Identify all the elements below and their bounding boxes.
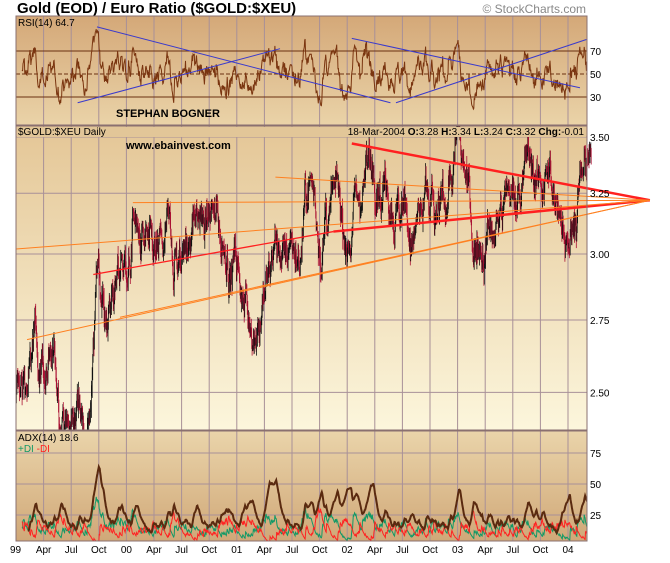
x-tick-label: 99 <box>10 545 22 556</box>
x-tick-label: Apr <box>477 545 493 556</box>
x-tick-label: Jul <box>65 545 78 556</box>
price-tick-label: 2.75 <box>590 316 610 327</box>
adx-tick-label: 50 <box>590 480 602 491</box>
price-trendline <box>333 199 651 233</box>
x-tick-label: 03 <box>452 545 464 556</box>
adx-tick-label: 25 <box>590 511 602 522</box>
x-axis-ticks: 99 Apr Jul Oct 00 Apr Jul Oct 01 Apr Jul Oct 02 Apr Ju… <box>10 545 574 556</box>
x-tick-label: Apr <box>367 545 383 556</box>
x-tick-label: 01 <box>231 545 243 556</box>
x-tick-label: Oct <box>91 545 107 556</box>
adx-tick-label: 75 <box>590 449 602 460</box>
adx-label: ADX(14) 18.6 <box>18 433 79 444</box>
rsi-trendline <box>96 26 391 104</box>
price-trendline <box>119 199 650 318</box>
price-tick-label: 3.50 <box>590 133 610 144</box>
price-label: $GOLD:$XEU Daily <box>18 127 106 138</box>
adx-plot <box>21 463 587 541</box>
x-tick-label: Oct <box>533 545 549 556</box>
rsi-line <box>21 29 587 111</box>
price-border <box>15 125 588 431</box>
copyright-link[interactable]: © StockCharts.com <box>482 2 586 16</box>
chart-title: Gold (EOD) / Euro Ratio ($GOLD:$XEU) <box>17 0 296 17</box>
x-tick-label: Jul <box>286 545 299 556</box>
x-tick-label: Jul <box>396 545 409 556</box>
rsi-trendline <box>351 37 581 89</box>
x-tick-label: Jul <box>506 545 519 556</box>
rsi-plot <box>16 26 587 111</box>
rsi-tick-label: 50 <box>590 70 602 81</box>
ohlc-readout: 18-Mar-2004 O:3.28 H:3.34 L:3.24 C:3.32 … <box>348 127 585 138</box>
x-tick-label: Apr <box>257 545 273 556</box>
price-tick-label: 3.00 <box>590 250 610 261</box>
rsi-trendline <box>395 39 587 104</box>
x-tick-label: Oct <box>201 545 217 556</box>
x-tick-label: Oct <box>422 545 438 556</box>
x-tick-label: Oct <box>312 545 328 556</box>
x-tick-label: Apr <box>146 545 162 556</box>
rsi-tick-label: 30 <box>590 93 602 104</box>
rsi-tick-label: 70 <box>590 47 602 58</box>
website-annotation[interactable]: www.ebainvest.com <box>125 140 231 152</box>
price-tick-label: 2.50 <box>590 388 610 399</box>
price-trendline <box>351 142 651 202</box>
rsi-label: RSI(14) 64.7 <box>18 18 75 29</box>
author-annotation: STEPHAN BOGNER <box>116 108 220 120</box>
price-trendline <box>93 230 334 276</box>
x-tick-label: Apr <box>36 545 52 556</box>
x-tick-label: Jul <box>175 545 188 556</box>
y-axis-ticks: 3.50 3.25 3.00 2.75 2.50 70 50 30 75 50 25 <box>590 47 610 522</box>
price-trendline <box>132 199 650 204</box>
adx-border <box>15 430 588 542</box>
price-plot <box>16 126 651 430</box>
rsi-border <box>15 15 588 126</box>
minus-di-line <box>21 506 587 541</box>
price-header-strip <box>17 127 586 137</box>
x-tick-label: 02 <box>342 545 354 556</box>
rsi-trendline <box>77 48 281 104</box>
x-tick-label: 04 <box>562 545 574 556</box>
x-tick-label: 00 <box>121 545 133 556</box>
di-legend: +DI -DI <box>18 444 50 455</box>
price-trendline <box>16 199 650 250</box>
adx-line <box>27 463 587 536</box>
price-tick-label: 3.25 <box>590 189 610 200</box>
